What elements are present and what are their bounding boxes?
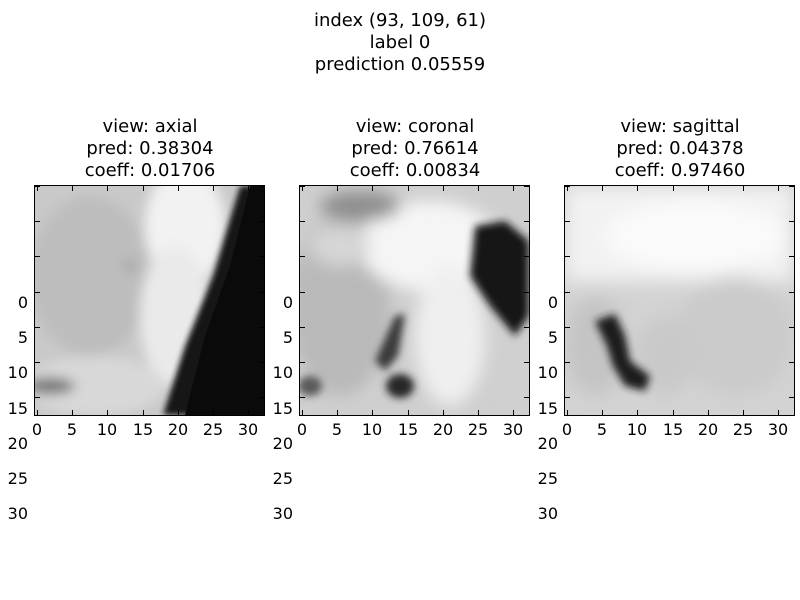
x-tick-label: 25 bbox=[732, 420, 754, 439]
image-axes-sagittal bbox=[564, 185, 795, 416]
x-tick-label: 15 bbox=[132, 420, 154, 439]
x-tick-label: 25 bbox=[202, 420, 224, 439]
x-tick-label: 20 bbox=[697, 420, 719, 439]
x-tick-label: 0 bbox=[296, 420, 308, 439]
x-tick-label: 30 bbox=[237, 420, 259, 439]
x-tick-label: 5 bbox=[596, 420, 608, 439]
x-tick-label: 20 bbox=[167, 420, 189, 439]
y-tick-label: 10 bbox=[272, 363, 293, 382]
panel-view-label: view: axial bbox=[102, 116, 198, 137]
y-tick-label: 0 bbox=[282, 293, 293, 312]
image-axes-axial bbox=[34, 185, 265, 416]
y-tick-label: 0 bbox=[17, 293, 28, 312]
panel-axial: view: axial pred: 0.38304 coeff: 0.01706 bbox=[8, 116, 266, 522]
panel-title: view: axial pred: 0.38304 coeff: 0.01706 bbox=[34, 116, 266, 182]
y-tick-label: 5 bbox=[282, 328, 293, 347]
panel-sagittal: view: sagittal pred: 0.04378 coeff: 0.97… bbox=[538, 116, 796, 522]
y-tick-label: 25 bbox=[272, 469, 293, 488]
panel-view-label: view: coronal bbox=[355, 116, 475, 137]
y-tick-label: 20 bbox=[7, 434, 28, 453]
y-tick-label: 25 bbox=[7, 469, 28, 488]
panel-pred-label: pred: 0.04378 bbox=[616, 138, 744, 159]
mri-slice-coronal bbox=[300, 186, 529, 415]
y-tick-label: 10 bbox=[537, 363, 558, 382]
y-tick-label: 5 bbox=[17, 328, 28, 347]
y-tick-label: 20 bbox=[537, 434, 558, 453]
x-tick-label: 10 bbox=[361, 420, 383, 439]
panel-coronal: view: coronal pred: 0.76614 coeff: 0.008… bbox=[273, 116, 531, 522]
panel-coeff-label: coeff: 0.01706 bbox=[84, 160, 216, 181]
y-tick-label: 10 bbox=[7, 363, 28, 382]
x-tick-label: 15 bbox=[397, 420, 419, 439]
image-axes-coronal bbox=[299, 185, 530, 416]
x-tick-label: 5 bbox=[66, 420, 78, 439]
figure-title-prediction: prediction 0.05559 bbox=[314, 54, 486, 75]
panel-title: view: coronal pred: 0.76614 coeff: 0.008… bbox=[299, 116, 531, 182]
y-tick-label: 5 bbox=[547, 328, 558, 347]
mri-slice-axial bbox=[35, 186, 264, 415]
panel-pred-label: pred: 0.76614 bbox=[351, 138, 479, 159]
panel-pred-label: pred: 0.38304 bbox=[86, 138, 214, 159]
x-tick-label: 0 bbox=[561, 420, 573, 439]
x-tick-label: 10 bbox=[626, 420, 648, 439]
figure-title-label: label 0 bbox=[369, 32, 431, 53]
x-tick-label: 5 bbox=[331, 420, 343, 439]
y-tick-label: 20 bbox=[272, 434, 293, 453]
x-tick-label: 0 bbox=[31, 420, 43, 439]
y-tick-label: 15 bbox=[537, 399, 558, 418]
figure-title-index: index (93, 109, 61) bbox=[313, 10, 487, 31]
y-tick-label: 15 bbox=[272, 399, 293, 418]
mri-slice-sagittal bbox=[565, 186, 794, 415]
y-tick-label: 30 bbox=[272, 504, 293, 523]
x-tick-label: 30 bbox=[767, 420, 789, 439]
x-tick-label: 15 bbox=[662, 420, 684, 439]
x-tick-label: 10 bbox=[96, 420, 118, 439]
panel-coeff-label: coeff: 0.00834 bbox=[349, 160, 481, 181]
x-tick-label: 30 bbox=[502, 420, 524, 439]
x-tick-label: 25 bbox=[467, 420, 489, 439]
x-tick-label: 20 bbox=[432, 420, 454, 439]
panel-coeff-label: coeff: 0.97460 bbox=[614, 160, 746, 181]
panel-view-label: view: sagittal bbox=[620, 116, 740, 137]
figure-title: index (93, 109, 61) label 0 prediction 0… bbox=[0, 10, 800, 76]
y-tick-label: 30 bbox=[7, 504, 28, 523]
y-tick-label: 0 bbox=[547, 293, 558, 312]
panel-title: view: sagittal pred: 0.04378 coeff: 0.97… bbox=[564, 116, 796, 182]
y-tick-label: 30 bbox=[537, 504, 558, 523]
y-tick-label: 25 bbox=[537, 469, 558, 488]
y-tick-label: 15 bbox=[7, 399, 28, 418]
